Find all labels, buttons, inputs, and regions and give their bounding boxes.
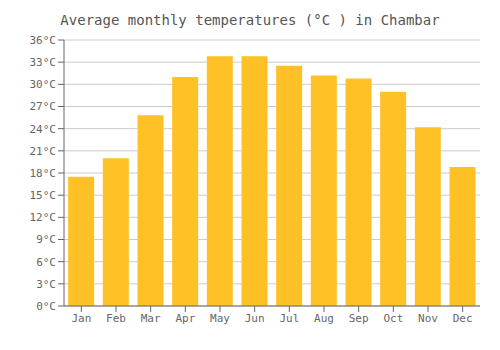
svg-text:Jan: Jan [71,312,91,325]
svg-text:27°C: 27°C [30,100,57,113]
html-text:Average monthly temperatures (: Average monthly temperatures (°C ) in Ch… [60,12,440,28]
svg-text:0°C: 0°C [36,300,56,313]
svg-text:Apr: Apr [175,312,195,325]
svg-text:Dec: Dec [453,312,473,325]
svg-text:May: May [210,312,230,325]
svg-text:Nov: Nov [418,312,438,325]
svg-text:15°C: 15°C [30,189,57,202]
svg-text:9°C: 9°C [36,233,56,246]
svg-text:18°C: 18°C [30,167,57,180]
svg-text:6°C: 6°C [36,256,56,269]
svg-text:21°C: 21°C [30,145,57,158]
svg-text:Mar: Mar [141,312,161,325]
svg-text:Aug: Aug [314,312,334,325]
svg-text:24°C: 24°C [30,123,57,136]
svg-text:Oct: Oct [383,312,403,325]
svg-text:Jul: Jul [279,312,299,325]
svg-text:Jun: Jun [245,312,265,325]
svg-text:30°C: 30°C [30,78,57,91]
svg-text:12°C: 12°C [30,211,57,224]
svg-text:3°C: 3°C [36,278,56,291]
svg-text:36°C: 36°C [30,34,57,47]
svg-text:Sep: Sep [349,312,369,325]
svg-text:33°C: 33°C [30,56,57,69]
svg-text:Feb: Feb [106,312,126,325]
